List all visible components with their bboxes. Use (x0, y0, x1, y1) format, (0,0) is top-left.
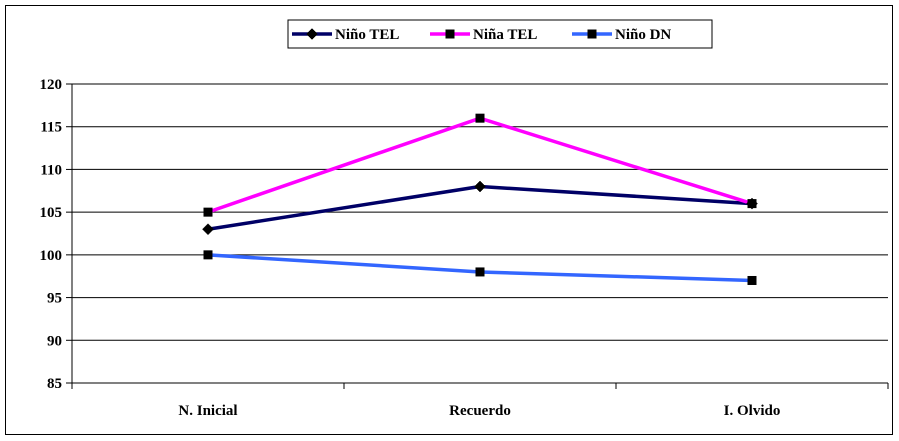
data-point (475, 267, 485, 277)
data-point (203, 250, 213, 260)
series-line (207, 184, 753, 231)
y-tick-label: 100 (40, 248, 63, 264)
legend-label: Niña TEL (473, 27, 537, 43)
data-point (202, 223, 214, 236)
data-point (747, 275, 757, 285)
legend-label: Niño DN (615, 27, 671, 43)
legend-box (287, 19, 713, 49)
data-point (474, 180, 486, 193)
y-tick-label: 105 (40, 205, 63, 221)
x-tick-label: I. Olvido (724, 403, 781, 419)
legend-label: Niño TEL (335, 27, 399, 43)
y-tick-label: 120 (40, 77, 63, 93)
y-tick-label: 110 (40, 162, 62, 178)
data-point (475, 113, 485, 123)
x-tick-label: Recuerdo (449, 403, 511, 419)
x-tick-label: N. Inicial (178, 403, 237, 419)
legend-swatch-marker (306, 28, 318, 40)
legend-swatch-marker (587, 29, 597, 39)
y-tick-label: 85 (47, 376, 62, 392)
y-tick-label: 90 (47, 333, 62, 349)
legend-swatch-marker (445, 29, 455, 39)
chart-frame (5, 5, 893, 435)
data-point (747, 199, 757, 209)
y-tick-label: 95 (47, 291, 62, 307)
y-tick-label: 115 (40, 120, 62, 136)
data-point (203, 207, 213, 217)
